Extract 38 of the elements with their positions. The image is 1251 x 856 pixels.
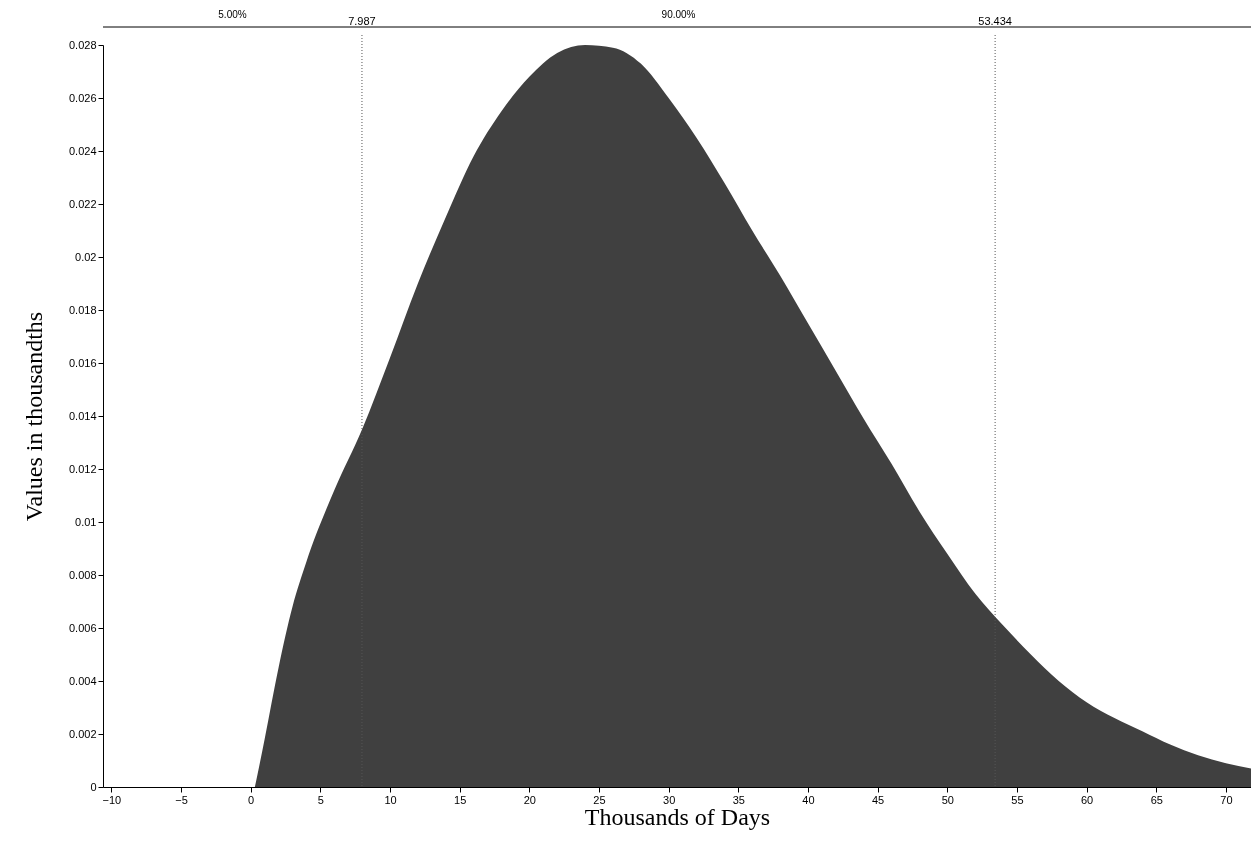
- y-tick-label: 0.016: [68, 356, 97, 369]
- y-tick-label: 0.028: [68, 38, 97, 51]
- y-tick-label: 0.022: [68, 197, 97, 210]
- x-tick-label: 15: [454, 793, 467, 806]
- y-tick-label: 0.006: [68, 621, 97, 634]
- x-axis-title: Thousands of Days: [584, 803, 771, 830]
- x-tick-label: 25: [593, 793, 606, 806]
- text: 90.00%: [661, 9, 696, 20]
- y-tick-label: 0.026: [68, 91, 97, 104]
- x-tick-label: 20: [523, 793, 536, 806]
- y-tick-label: 0.012: [68, 462, 97, 475]
- x-tick-label: 50: [941, 793, 954, 806]
- ref-line-label: 7.987: [348, 15, 376, 27]
- y-axis-title: Values in thousandths: [20, 311, 47, 522]
- y-tick-label: 0.02: [75, 250, 97, 263]
- x-tick-label: 40: [802, 793, 815, 806]
- y-tick-label: 0.008: [68, 568, 97, 581]
- x-tick-label: −10: [102, 793, 122, 806]
- x-tick-label: −5: [175, 793, 188, 806]
- y-tick-label: 0.004: [68, 674, 97, 687]
- x-tick-label: 10: [384, 793, 397, 806]
- x-tick-label: 45: [872, 793, 885, 806]
- x-tick-label: 65: [1150, 793, 1163, 806]
- y-tick-label: 0.01: [75, 515, 97, 528]
- y-tick-label: 0.018: [68, 303, 97, 316]
- y-tick-label: 0.024: [68, 144, 97, 157]
- y-tick-label: 0.002: [68, 727, 97, 740]
- x-tick-label: 55: [1011, 793, 1024, 806]
- x-tick-label: 5: [317, 793, 324, 806]
- x-tick-label: 60: [1080, 793, 1094, 806]
- x-tick-label: 0: [248, 793, 255, 806]
- text: 5.00%: [218, 9, 247, 20]
- x-tick-label: 30: [663, 793, 676, 806]
- ref-line-label: 53.434: [978, 15, 1012, 27]
- x-tick-label: 35: [732, 793, 745, 806]
- y-tick-label: 0: [90, 780, 97, 793]
- x-tick-label: 70: [1220, 793, 1233, 806]
- y-tick-label: 0.014: [68, 409, 97, 422]
